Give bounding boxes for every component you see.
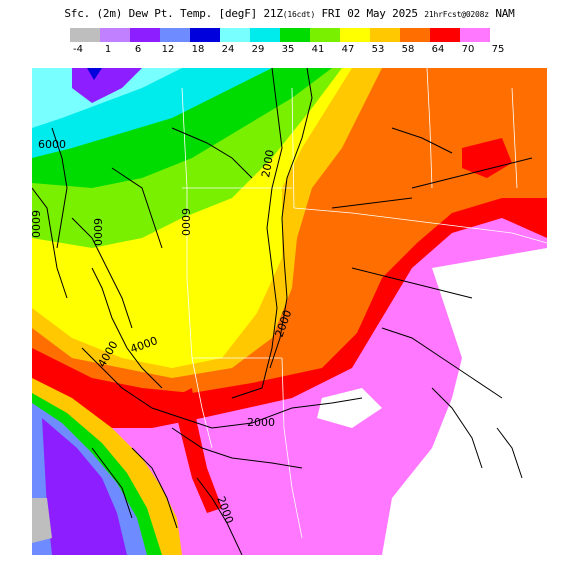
- legend-swatch: [370, 28, 400, 42]
- legend-swatch: [400, 28, 430, 42]
- title-cdt: (16cdt): [282, 10, 316, 19]
- color-legend: [70, 28, 490, 42]
- legend-swatch: [310, 28, 340, 42]
- elevation-contours: [32, 68, 533, 555]
- legend-swatch: [340, 28, 370, 42]
- legend-swatch: [130, 28, 160, 42]
- legend-tick-label: 24: [221, 44, 235, 55]
- legend-tick-label: 29: [251, 44, 265, 55]
- fill-red-blob: [462, 138, 512, 178]
- legend-tick-label: 47: [341, 44, 355, 55]
- legend-swatch: [250, 28, 280, 42]
- legend-swatch: [430, 28, 460, 42]
- legend-tick-label: 35: [281, 44, 295, 55]
- legend-swatch: [70, 28, 100, 42]
- fill-6-12: [72, 68, 142, 103]
- title-date: FRI 02 May 2025: [315, 7, 425, 20]
- contour-label: 6000: [32, 210, 42, 238]
- legend-tick-label: 75: [491, 44, 505, 55]
- legend-tick-label: 70: [461, 44, 475, 55]
- title-forecast: 21hrFcst@0208z: [424, 10, 489, 19]
- contour-label: 6000: [38, 138, 66, 151]
- legend-tick-label: 41: [311, 44, 325, 55]
- fill-18-24: [32, 68, 182, 128]
- legend-swatch: [190, 28, 220, 42]
- legend-tick-label: 64: [431, 44, 445, 55]
- fill-sw-1-6: [42, 418, 127, 555]
- fill-12-18: [87, 68, 102, 80]
- legend-swatch: [280, 28, 310, 42]
- state-borders: [181, 68, 547, 539]
- contour-label: 6000: [91, 218, 104, 246]
- map-svg: 6000 6000 6000 6000 2000 2000 2000 2000 …: [32, 68, 547, 555]
- legend-swatch: [160, 28, 190, 42]
- title-main: Sfc. (2m) Dew Pt. Temp. [degF] 21Z: [64, 7, 283, 20]
- legend-tick-label: 53: [371, 44, 385, 55]
- dewpoint-map: 6000 6000 6000 6000 2000 2000 2000 2000 …: [32, 68, 547, 555]
- legend-tick-label: -4: [73, 44, 83, 55]
- legend-swatch: [460, 28, 490, 42]
- fill-70-plus-b: [317, 388, 382, 428]
- legend-tick-label: 12: [161, 44, 175, 55]
- legend-tick-label: 1: [104, 44, 112, 55]
- legend-swatch: [220, 28, 250, 42]
- legend-swatch: [100, 28, 130, 42]
- legend-tick-label: 58: [401, 44, 415, 55]
- legend-tick-label: 18: [191, 44, 205, 55]
- legend-tick-label: 6: [134, 44, 142, 55]
- contour-label: 6000: [179, 208, 192, 236]
- legend-ticks: -4 1 6 12 18 24 29 35 41 47 53 58 64 70 75: [0, 44, 579, 58]
- contour-label: 2000: [247, 416, 275, 429]
- fill-sw-minus4: [32, 498, 52, 543]
- fill-70-plus: [382, 248, 547, 555]
- chart-title: Sfc. (2m) Dew Pt. Temp. [degF] 21Z(16cdt…: [0, 7, 579, 20]
- title-model: NAM: [488, 7, 515, 20]
- contour-label: 2000: [259, 149, 277, 179]
